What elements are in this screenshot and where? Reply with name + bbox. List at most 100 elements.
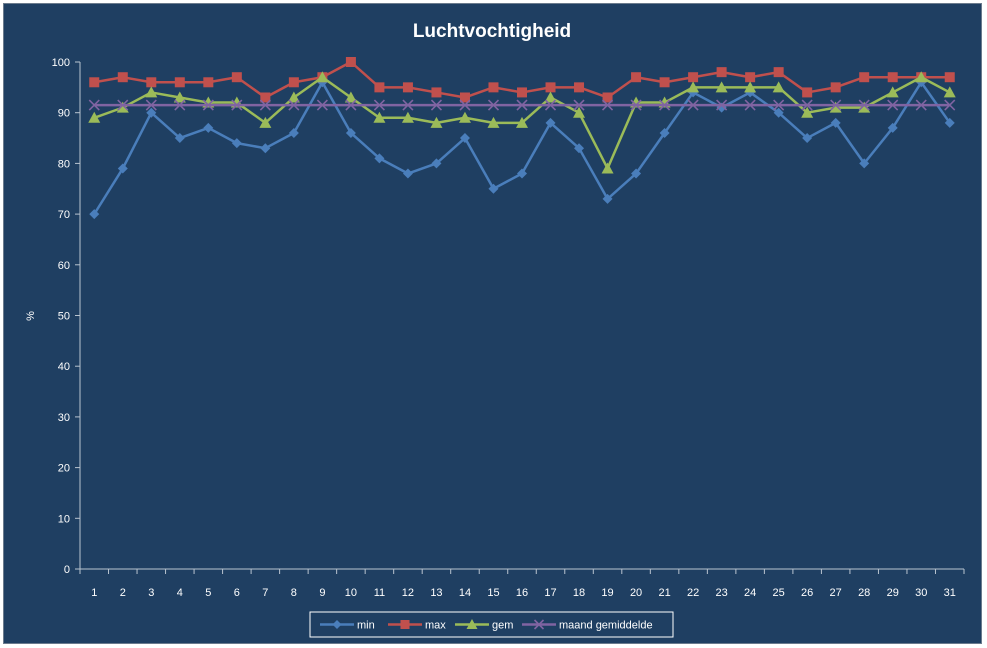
- data-point: [173, 91, 186, 103]
- data-point: [487, 99, 500, 111]
- legend-label: gem: [492, 620, 513, 632]
- data-point: [516, 99, 528, 111]
- data-point: [687, 81, 700, 93]
- data-point: [260, 143, 271, 154]
- data-point: [801, 99, 813, 111]
- data-point: [316, 71, 329, 83]
- x-tick-label: 30: [915, 587, 927, 599]
- data-point: [202, 99, 214, 111]
- data-point: [773, 99, 785, 111]
- data-point: [288, 77, 299, 88]
- data-point: [688, 72, 699, 83]
- x-tick-label: 23: [715, 587, 727, 599]
- legend-box: [309, 611, 674, 638]
- x-tick-label: 22: [687, 587, 699, 599]
- data-point: [659, 127, 670, 138]
- x-tick-label: 2: [120, 587, 126, 599]
- data-point: [259, 116, 272, 128]
- legend-entry: max: [388, 620, 446, 632]
- data-point: [544, 99, 557, 111]
- data-point: [659, 77, 670, 88]
- legend-swatch-marker: [400, 620, 410, 629]
- legend-entry: min: [320, 620, 375, 632]
- x-tick-label: 25: [773, 587, 785, 599]
- y-tick-label: 30: [58, 412, 70, 424]
- data-point: [915, 99, 927, 111]
- data-point: [431, 87, 442, 98]
- data-point: [915, 71, 928, 83]
- data-point: [830, 82, 841, 93]
- data-point: [545, 117, 556, 128]
- data-point: [458, 111, 471, 123]
- x-tick-label: 7: [262, 587, 268, 599]
- x-tick-label: 16: [516, 587, 528, 599]
- x-tick-label: 17: [544, 587, 556, 599]
- data-point: [146, 107, 157, 118]
- data-point: [574, 143, 585, 154]
- x-tick-label: 20: [630, 587, 642, 599]
- legend-entry: maand gemiddelde: [522, 619, 653, 632]
- data-point: [431, 158, 442, 169]
- data-point: [174, 99, 186, 111]
- data-point: [631, 72, 642, 83]
- series-gem: [88, 71, 956, 174]
- data-point: [117, 163, 128, 174]
- data-point: [887, 99, 899, 111]
- data-point: [859, 158, 870, 169]
- data-point: [716, 67, 727, 78]
- data-point: [602, 92, 613, 103]
- data-point: [316, 99, 328, 111]
- data-point: [773, 107, 784, 118]
- x-tick-label: 21: [658, 587, 670, 599]
- x-tick-label: 12: [402, 587, 414, 599]
- x-tick-label: 3: [148, 587, 154, 599]
- data-point: [345, 57, 356, 67]
- data-point: [345, 99, 357, 111]
- data-point: [345, 127, 356, 138]
- data-point: [88, 99, 100, 111]
- series-min: [89, 77, 955, 220]
- data-point: [116, 101, 129, 113]
- y-tick-label: 10: [58, 513, 70, 525]
- x-tick-label: 10: [345, 587, 357, 599]
- data-point: [459, 92, 470, 103]
- data-point: [744, 99, 756, 111]
- legend-swatch-marker: [466, 619, 478, 629]
- data-point: [260, 92, 271, 103]
- data-point: [715, 81, 728, 93]
- data-point: [459, 133, 470, 144]
- data-point: [944, 117, 955, 128]
- data-point: [517, 168, 527, 179]
- data-point: [402, 99, 414, 111]
- data-point: [174, 77, 185, 88]
- x-tick-label: 13: [430, 587, 442, 599]
- x-tick-label: 6: [234, 587, 240, 599]
- data-point: [773, 67, 784, 78]
- legend-label: max: [425, 620, 446, 632]
- data-point: [88, 111, 101, 123]
- data-point: [288, 99, 300, 111]
- y-tick-label: 0: [64, 564, 70, 576]
- y-tick-label: 90: [58, 108, 70, 120]
- data-point: [716, 99, 728, 111]
- data-point: [374, 153, 385, 164]
- series-maand-gemiddelde: [88, 99, 956, 111]
- y-tick-label: 80: [58, 158, 70, 170]
- data-point: [744, 81, 757, 93]
- legend: min max gem maand gemiddelde: [309, 611, 674, 638]
- series-max: [89, 57, 955, 103]
- data-point: [487, 116, 500, 128]
- y-tick-label: 100: [52, 57, 70, 69]
- x-tick-label: 31: [944, 587, 956, 599]
- x-tick-label: 11: [374, 587, 385, 599]
- data-point: [203, 77, 214, 88]
- data-point: [772, 81, 785, 93]
- x-tick-label: 27: [830, 587, 842, 599]
- data-point: [887, 122, 898, 133]
- data-point: [430, 116, 443, 128]
- data-point: [516, 116, 528, 128]
- data-point: [231, 72, 242, 83]
- chart-title: Luchtvochtigheid: [413, 21, 571, 42]
- data-point: [858, 99, 870, 111]
- data-point: [145, 99, 157, 111]
